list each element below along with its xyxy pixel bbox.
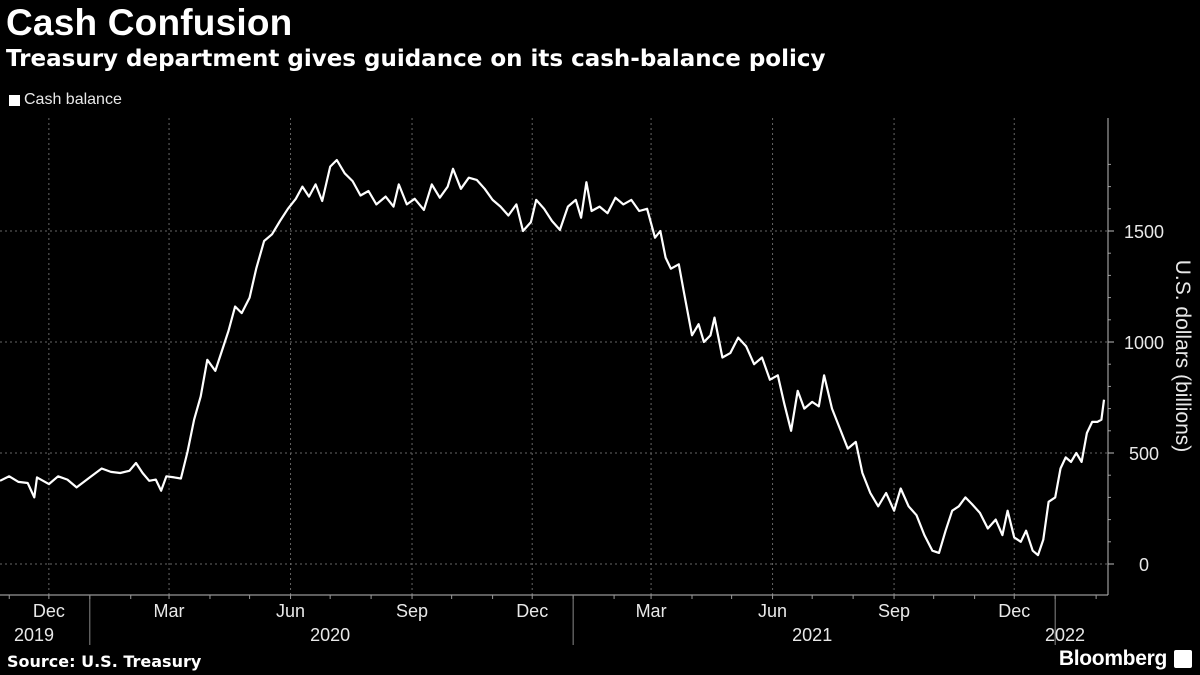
x-tick-label: Dec bbox=[33, 601, 65, 621]
x-tick-label: Jun bbox=[276, 601, 305, 621]
brand-logo-text: Bloomberg bbox=[1058, 647, 1167, 670]
legend: Cash balance bbox=[9, 91, 122, 109]
y-axis-title: U.S. dollars (billions) bbox=[1171, 260, 1194, 453]
x-tick-label: Jun bbox=[758, 601, 787, 621]
x-tick-label: Dec bbox=[998, 601, 1030, 621]
y-tick-label: 0 bbox=[1139, 555, 1149, 575]
grid-lines bbox=[0, 118, 1108, 595]
legend-label-cash-balance: Cash balance bbox=[24, 91, 122, 108]
chart-title: Cash Confusion bbox=[6, 2, 293, 43]
y-tick-label: 500 bbox=[1129, 444, 1159, 464]
x-tick-label: Sep bbox=[878, 601, 910, 621]
year-label: 2019 bbox=[14, 625, 54, 645]
x-tick-label: Mar bbox=[154, 601, 185, 621]
year-label: 2020 bbox=[310, 625, 350, 645]
legend-swatch-cash-balance bbox=[9, 94, 20, 106]
axes bbox=[0, 118, 1114, 645]
year-label: 2022 bbox=[1045, 625, 1085, 645]
bloomberg-chart-icon bbox=[1174, 650, 1192, 668]
x-tick-label: Sep bbox=[396, 601, 428, 621]
y-tick-label: 1500 bbox=[1124, 222, 1164, 242]
source-note: Source: U.S. Treasury bbox=[7, 652, 202, 671]
year-label: 2021 bbox=[792, 625, 832, 645]
tick-labels: 0 500 1000 1500 Dec Mar Jun Sep Dec Mar Jun Sep Dec 2… bbox=[14, 222, 1164, 645]
series-line-cash-balance bbox=[0, 158, 1106, 557]
y-tick-label: 1000 bbox=[1124, 333, 1164, 353]
x-tick-label: Mar bbox=[636, 601, 667, 621]
chart-subtitle: Treasury department gives guidance on it… bbox=[6, 46, 826, 72]
x-tick-label: Dec bbox=[516, 601, 548, 621]
